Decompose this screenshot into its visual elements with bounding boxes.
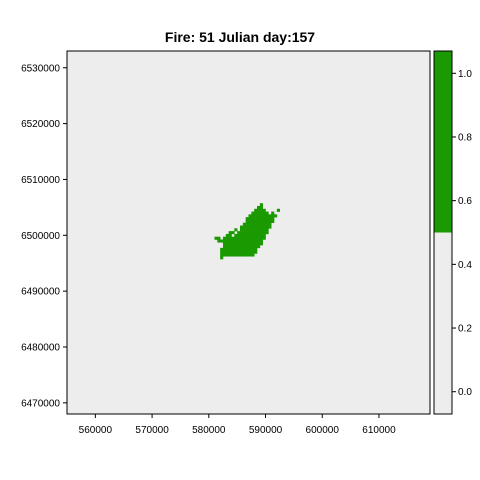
burned-cell (225, 233, 232, 237)
colorbar-tick-label: 0.2 (458, 324, 472, 335)
colorbar (433, 50, 453, 415)
burned-cell (222, 242, 263, 246)
burned-cell (271, 214, 278, 218)
y-tick-label: 6500000 (21, 231, 60, 242)
colorbar-low-segment (434, 232, 452, 414)
burned-cell (239, 225, 272, 229)
x-axis: 560000 570000 580000 590000 600000 610000 (79, 414, 396, 436)
colorbar-tick-label: 0.4 (458, 260, 472, 271)
colorbar-tick-label: 1.0 (458, 69, 472, 80)
y-tick-label: 6520000 (21, 119, 60, 130)
y-tick-label: 6480000 (21, 342, 60, 353)
burned-cell (234, 228, 238, 232)
x-tick-label: 590000 (249, 425, 283, 436)
burned-cell (257, 205, 263, 210)
burned-cell (237, 231, 269, 235)
colorbar-tick-label: 0.8 (458, 132, 472, 143)
x-tick-label: 570000 (135, 425, 169, 436)
x-tick-label: 610000 (362, 425, 396, 436)
colorbar-high-segment (434, 51, 452, 233)
burned-cell (245, 217, 275, 221)
burned-cell (251, 211, 269, 215)
y-tick-label: 6510000 (21, 175, 60, 186)
burned-cell (220, 256, 224, 260)
raster-cells (214, 203, 280, 260)
plot-frame (66, 50, 431, 415)
y-tick-label: 6530000 (21, 63, 60, 74)
burned-cell (222, 245, 261, 249)
burned-cell (242, 222, 272, 226)
burned-cell (242, 253, 255, 257)
colorbar-axis: 0.0 0.2 0.4 0.6 0.8 1.0 (452, 69, 472, 398)
burned-cell (220, 253, 244, 257)
y-tick-label: 6470000 (21, 398, 60, 409)
burned-cell (228, 231, 235, 235)
burned-cell (245, 219, 275, 224)
x-tick-label: 560000 (79, 425, 113, 436)
burned-cell (271, 211, 275, 215)
burned-cell (220, 247, 258, 251)
colorbar-tick-label: 0.0 (458, 387, 472, 398)
burned-cell (220, 250, 258, 254)
chart-title: Fire: 51 Julian day:157 (165, 29, 315, 45)
x-tick-label: 580000 (192, 425, 226, 436)
burned-cell (234, 233, 266, 237)
burned-cell (259, 203, 263, 207)
burned-cell (276, 208, 280, 212)
x-tick-label: 600000 (306, 425, 340, 436)
burned-cell (254, 208, 266, 212)
burned-cell (248, 214, 272, 218)
burned-cell (217, 239, 263, 243)
y-tick-label: 6490000 (21, 287, 60, 298)
burned-cell (214, 236, 221, 240)
y-axis: 6470000 6480000 6490000 6500000 6510000 65200… (21, 63, 67, 409)
colorbar-tick-label: 0.6 (458, 196, 472, 207)
burned-cell (222, 236, 266, 240)
burned-cell (239, 228, 269, 232)
colorbar-frame (433, 50, 453, 415)
